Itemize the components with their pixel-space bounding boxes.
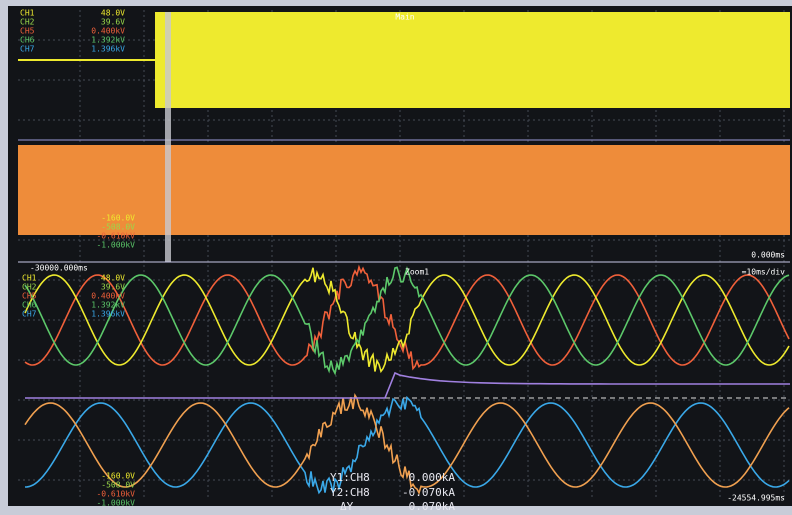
dy-value: 0.070kA (409, 500, 456, 513)
overview-start: -30000.000ms (30, 264, 88, 273)
ch1-trace-block (155, 12, 790, 108)
channel-name: CH2 (22, 283, 37, 292)
y1-label: Y1:CH8 (330, 471, 370, 484)
offset-value: -160.0V (101, 472, 135, 481)
offset-value: -508.0V (101, 223, 135, 232)
y2-label: Y2:CH8 (330, 486, 370, 499)
channel-value: 1.392kV (91, 36, 125, 45)
channel-name: CH5 (22, 292, 37, 301)
offset-value: -508.0V (101, 481, 135, 490)
channel-name: CH7 (20, 45, 35, 54)
overview-end: 0.000ms (751, 251, 785, 260)
offset-value: -0.610kV (96, 490, 135, 499)
offset-value: -160.0V (101, 214, 135, 223)
offset-value: -1.000kV (96, 241, 135, 250)
channel-value: 1.396kV (91, 310, 125, 319)
offset-value: -0.610kV (96, 232, 135, 241)
scope-screen: Main CH1 48.0V CH2 39.6V CH5 0.400kV CH6 1.392k… (0, 0, 792, 515)
channel-value: 0.400kV (91, 292, 125, 301)
channel-name: CH1 (20, 9, 35, 18)
channel-name: CH2 (20, 18, 35, 27)
overview-title: Main (395, 13, 414, 22)
zoom-label: Zoom1 (405, 268, 429, 277)
channel-value: 48.0V (101, 274, 125, 283)
channel-name: CH6 (20, 36, 35, 45)
y2-value: -0.070kA (402, 486, 455, 499)
channel-value: 1.396kV (91, 45, 125, 54)
y1-value: 0.000kA (409, 471, 456, 484)
channel-name: CH5 (20, 27, 35, 36)
channel-name: CH6 (22, 301, 37, 310)
channel-value: 0.400kV (91, 27, 125, 36)
cursor-time: -24554.995ms (727, 494, 785, 503)
dy-label: ΔY (340, 500, 354, 513)
channel-name: CH1 (22, 274, 37, 283)
offset-value: -1.000kV (96, 499, 135, 508)
channel-value: 39.6V (101, 18, 125, 27)
channel-value: 39.6V (101, 283, 125, 292)
zoom-scale: =10ms/div (742, 268, 786, 277)
channel-value: 48.0V (101, 9, 125, 18)
zoom-marker (165, 12, 171, 262)
channel-value: 1.392kV (91, 301, 125, 310)
channel-name: CH7 (22, 310, 37, 319)
